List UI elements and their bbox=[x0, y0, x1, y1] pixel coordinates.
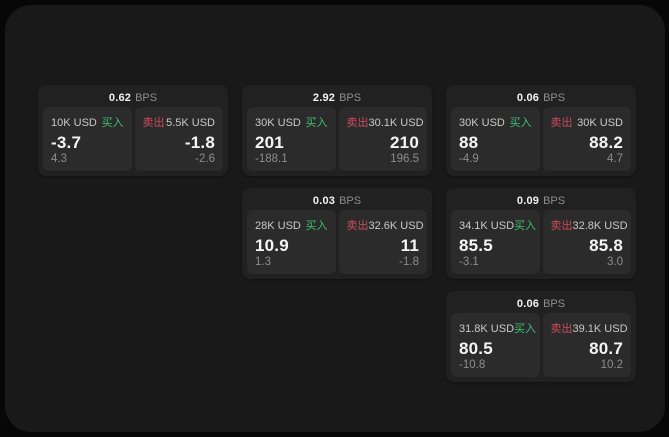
sell-side-label: 卖出 bbox=[550, 323, 573, 335]
sell-value: -1.8 bbox=[184, 133, 215, 152]
sell-sub-value: -2.6 bbox=[195, 153, 215, 165]
spread-card[interactable]: 0.09 BPS 34.1K USD 买入 85.5 -3.1 卖出 32.8K… bbox=[446, 188, 636, 279]
sell-panel[interactable]: 卖出 39.1K USD 80.7 10.2 bbox=[542, 313, 631, 377]
bps-value: 0.06 bbox=[516, 297, 540, 310]
buy-sub-value: -4.9 bbox=[459, 153, 479, 165]
bps-value: 0.09 bbox=[516, 194, 540, 207]
sell-panel[interactable]: 卖出 30K USD 88.2 4.7 bbox=[542, 107, 631, 171]
buy-amount: 10K USD bbox=[51, 117, 97, 129]
buy-side-label: 买入 bbox=[101, 117, 124, 129]
sell-amount: 32.6K USD bbox=[368, 220, 424, 232]
bps-value: 2.92 bbox=[312, 91, 336, 104]
sell-side-label: 卖出 bbox=[142, 117, 165, 129]
buy-sub-value: -3.1 bbox=[459, 256, 479, 268]
bps-unit: BPS bbox=[339, 194, 362, 207]
bps-value: 0.03 bbox=[312, 194, 336, 207]
buy-panel[interactable]: 34.1K USD 买入 85.5 -3.1 bbox=[451, 210, 540, 274]
buy-sub-value: -188.1 bbox=[255, 153, 288, 165]
sell-amount: 39.1K USD bbox=[572, 323, 628, 335]
buy-sub-value: 1.3 bbox=[255, 256, 271, 268]
sell-amount: 32.8K USD bbox=[572, 220, 628, 232]
buy-value: -3.7 bbox=[51, 133, 82, 152]
bps-header: 0.06 BPS bbox=[451, 297, 631, 310]
sell-side-label: 卖出 bbox=[346, 220, 369, 232]
buy-side-label: 买入 bbox=[514, 220, 537, 232]
buy-panel[interactable]: 30K USD 买入 201 -188.1 bbox=[247, 107, 336, 171]
sell-panel[interactable]: 卖出 32.6K USD 11 -1.8 bbox=[338, 210, 427, 274]
sell-panel[interactable]: 卖出 5.5K USD -1.8 -2.6 bbox=[134, 107, 223, 171]
buy-side-label: 买入 bbox=[305, 220, 328, 232]
buy-side-label: 买入 bbox=[509, 117, 532, 129]
buy-panel[interactable]: 30K USD 买入 88 -4.9 bbox=[451, 107, 540, 171]
bps-header: 0.09 BPS bbox=[451, 194, 631, 207]
spread-card[interactable]: 0.06 BPS 31.8K USD 买入 80.5 -10.8 卖出 39.1… bbox=[446, 291, 636, 382]
spread-card-grid: 0.62 BPS 10K USD 买入 -3.7 4.3 卖出 5.5K USD bbox=[38, 85, 636, 382]
sell-value: 80.7 bbox=[589, 339, 623, 358]
spread-card[interactable]: 0.03 BPS 28K USD 买入 10.9 1.3 卖出 32.6K US… bbox=[242, 188, 432, 279]
buy-value: 88 bbox=[459, 133, 479, 152]
bps-value: 0.06 bbox=[516, 91, 540, 104]
bps-header: 0.06 BPS bbox=[451, 91, 631, 104]
spread-card[interactable]: 0.62 BPS 10K USD 买入 -3.7 4.3 卖出 5.5K USD bbox=[38, 85, 228, 176]
sell-value: 210 bbox=[390, 133, 419, 152]
bps-unit: BPS bbox=[543, 297, 566, 310]
sell-value: 85.8 bbox=[589, 236, 623, 255]
sell-sub-value: 10.2 bbox=[600, 359, 623, 371]
buy-amount: 31.8K USD bbox=[459, 323, 515, 335]
sell-sub-value: -1.8 bbox=[399, 256, 419, 268]
bps-header: 0.62 BPS bbox=[43, 91, 223, 104]
bps-unit: BPS bbox=[543, 91, 566, 104]
buy-value: 201 bbox=[255, 133, 284, 152]
sell-side-label: 卖出 bbox=[550, 220, 573, 232]
spread-card[interactable]: 0.06 BPS 30K USD 买入 88 -4.9 卖出 30K USD bbox=[446, 85, 636, 176]
buy-panel[interactable]: 28K USD 买入 10.9 1.3 bbox=[247, 210, 336, 274]
bps-value: 0.62 bbox=[108, 91, 132, 104]
buy-side-label: 买入 bbox=[514, 323, 537, 335]
bps-unit: BPS bbox=[543, 194, 566, 207]
buy-sub-value: -10.8 bbox=[459, 359, 486, 371]
buy-amount: 34.1K USD bbox=[459, 220, 515, 232]
buy-panel[interactable]: 10K USD 买入 -3.7 4.3 bbox=[43, 107, 132, 171]
sell-panel[interactable]: 卖出 30.1K USD 210 196.5 bbox=[338, 107, 427, 171]
buy-amount: 30K USD bbox=[255, 117, 301, 129]
sell-value: 88.2 bbox=[589, 133, 623, 152]
sell-sub-value: 4.7 bbox=[607, 153, 623, 165]
buy-amount: 30K USD bbox=[459, 117, 505, 129]
bps-unit: BPS bbox=[135, 91, 158, 104]
buy-side-label: 买入 bbox=[305, 117, 328, 129]
sell-side-label: 卖出 bbox=[550, 117, 573, 129]
sell-sub-value: 196.5 bbox=[390, 153, 419, 165]
buy-panel[interactable]: 31.8K USD 买入 80.5 -10.8 bbox=[451, 313, 540, 377]
buy-value: 80.5 bbox=[459, 339, 493, 358]
sell-amount: 30.1K USD bbox=[368, 117, 424, 129]
sell-amount: 30K USD bbox=[577, 117, 623, 129]
app-surface: 0.62 BPS 10K USD 买入 -3.7 4.3 卖出 5.5K USD bbox=[5, 5, 665, 432]
sell-side-label: 卖出 bbox=[346, 117, 369, 129]
sell-sub-value: 3.0 bbox=[607, 256, 623, 268]
sell-amount: 5.5K USD bbox=[166, 117, 215, 129]
bps-header: 2.92 BPS bbox=[247, 91, 427, 104]
buy-amount: 28K USD bbox=[255, 220, 301, 232]
buy-sub-value: 4.3 bbox=[51, 153, 67, 165]
sell-panel[interactable]: 卖出 32.8K USD 85.8 3.0 bbox=[542, 210, 631, 274]
sell-value: 11 bbox=[400, 236, 419, 255]
spread-card[interactable]: 2.92 BPS 30K USD 买入 201 -188.1 卖出 30.1K … bbox=[242, 85, 432, 176]
buy-value: 10.9 bbox=[255, 236, 289, 255]
buy-value: 85.5 bbox=[459, 236, 493, 255]
bps-header: 0.03 BPS bbox=[247, 194, 427, 207]
bps-unit: BPS bbox=[339, 91, 362, 104]
